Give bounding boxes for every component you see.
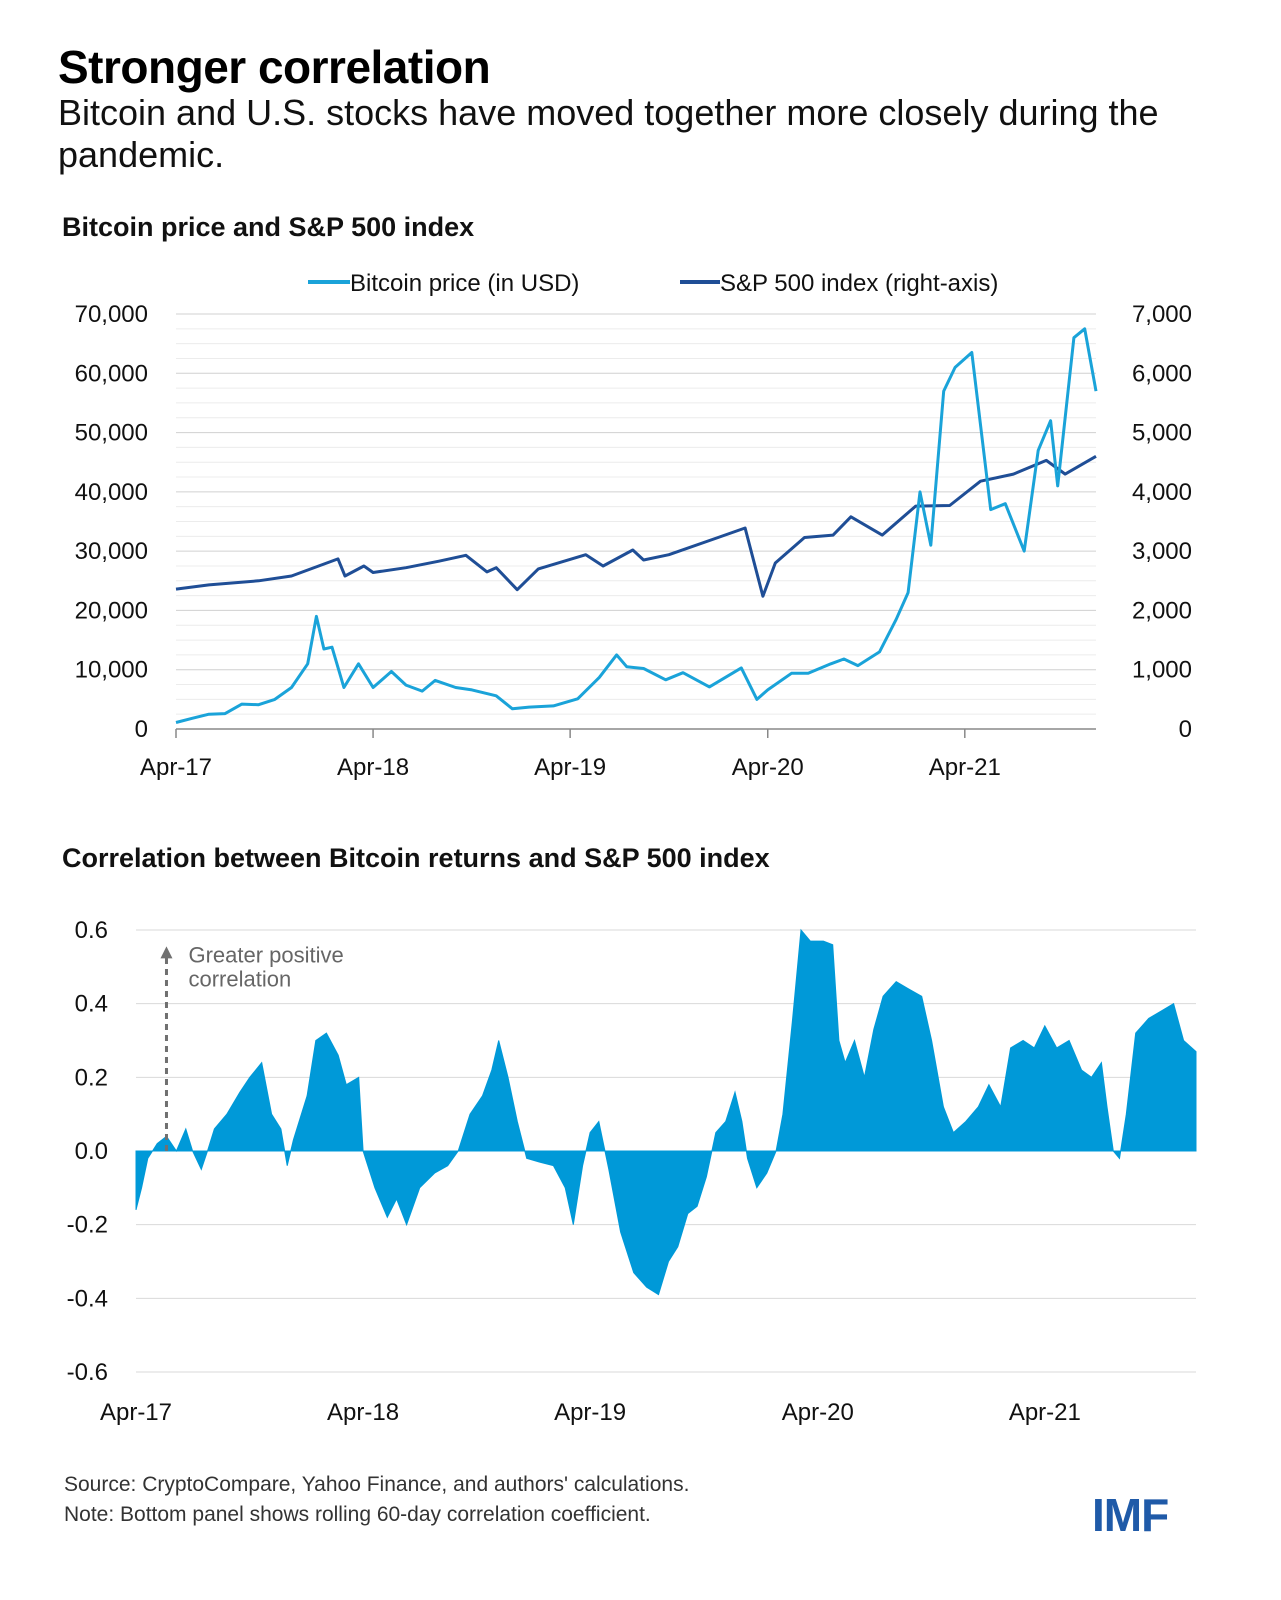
y-tick-label-left: 50,000 — [75, 420, 148, 447]
correlation-chart-axes: -0.6 -0.4 -0.2 0.0 0.2 0.4 0.6 Apr-17 Apr-18 Apr-… — [67, 917, 1081, 1426]
y-tick-label-right: 7,000 — [1132, 301, 1192, 328]
top-chart-title: Bitcoin price and S&P 500 index — [62, 212, 475, 242]
method-note: Note: Bottom panel shows rolling 60-day … — [64, 1503, 651, 1526]
y-tick-label-right: 6,000 — [1132, 360, 1192, 387]
x-tick-label: Apr-21 — [1009, 1399, 1081, 1426]
correlation-area — [135, 928, 1197, 1296]
x-tick-label: Apr-18 — [327, 1399, 399, 1426]
y-tick-label: -0.4 — [67, 1285, 108, 1312]
page-title: Stronger correlation — [58, 41, 491, 93]
annotation: Greater positive correlation — [160, 942, 344, 1151]
x-tick-label: Apr-17 — [140, 754, 212, 781]
source-note: Source: CryptoCompare, Yahoo Finance, an… — [64, 1473, 690, 1496]
x-tick-label: Apr-20 — [732, 754, 804, 781]
x-tick-label: Apr-20 — [782, 1399, 854, 1426]
y-tick-label-left: 40,000 — [75, 479, 148, 506]
correlation-chart: -0.6 -0.4 -0.2 0.0 0.2 0.4 0.6 Apr-17 Apr-18 Apr-… — [67, 917, 1197, 1426]
y-tick-label-left: 30,000 — [75, 538, 148, 565]
x-tick-label: Apr-18 — [337, 754, 409, 781]
y-tick-label: 0.0 — [75, 1138, 108, 1165]
x-tick-label: Apr-19 — [554, 1399, 626, 1426]
y-tick-label: 0.4 — [75, 991, 108, 1018]
price-chart-grid — [176, 313, 1096, 730]
annotation-text-line1: Greater positive — [188, 942, 343, 967]
y-tick-label-right: 0 — [1179, 716, 1192, 743]
annotation-arrowhead — [160, 946, 173, 959]
x-tick-label: Apr-17 — [100, 1399, 172, 1426]
annotation-text-line2: correlation — [188, 966, 291, 991]
y-tick-label-left: 20,000 — [75, 597, 148, 624]
y-tick-label-right: 4,000 — [1132, 479, 1192, 506]
legend-label-sp500: S&P 500 index (right-axis) — [720, 270, 998, 297]
y-tick-label-right: 2,000 — [1132, 597, 1192, 624]
y-tick-label-right: 1,000 — [1132, 657, 1192, 684]
price-chart: Bitcoin price (in USD) S&P 500 index (ri… — [75, 270, 1192, 781]
bottom-chart-title: Correlation between Bitcoin returns and … — [62, 843, 770, 873]
x-tick-label: Apr-21 — [929, 754, 1001, 781]
y-tick-label-right: 5,000 — [1132, 420, 1192, 447]
y-tick-label: 0.6 — [75, 917, 108, 944]
y-tick-label: 0.2 — [75, 1064, 108, 1091]
footer: Source: CryptoCompare, Yahoo Finance, an… — [64, 1470, 689, 1530]
y-tick-label-right: 3,000 — [1132, 538, 1192, 565]
y-tick-label: -0.6 — [67, 1359, 108, 1386]
y-tick-label-left: 60,000 — [75, 360, 148, 387]
y-tick-label-left: 10,000 — [75, 657, 148, 684]
sp500-line — [175, 455, 1097, 598]
price-chart-legend: Bitcoin price (in USD) S&P 500 index (ri… — [308, 270, 998, 297]
imf-logo: IMF — [1092, 1489, 1169, 1541]
bitcoin-line — [175, 327, 1098, 724]
y-tick-label-left: 0 — [135, 716, 148, 743]
price-chart-axes: 0 10,000 20,000 30,000 40,000 50,000 60,000 70,… — [75, 301, 1192, 781]
y-tick-label-left: 70,000 — [75, 301, 148, 328]
legend-label-bitcoin: Bitcoin price (in USD) — [350, 270, 579, 297]
page-subtitle: Bitcoin and U.S. stocks have moved toget… — [58, 92, 1159, 175]
x-tick-label: Apr-19 — [534, 754, 606, 781]
y-tick-label: -0.2 — [67, 1212, 108, 1239]
